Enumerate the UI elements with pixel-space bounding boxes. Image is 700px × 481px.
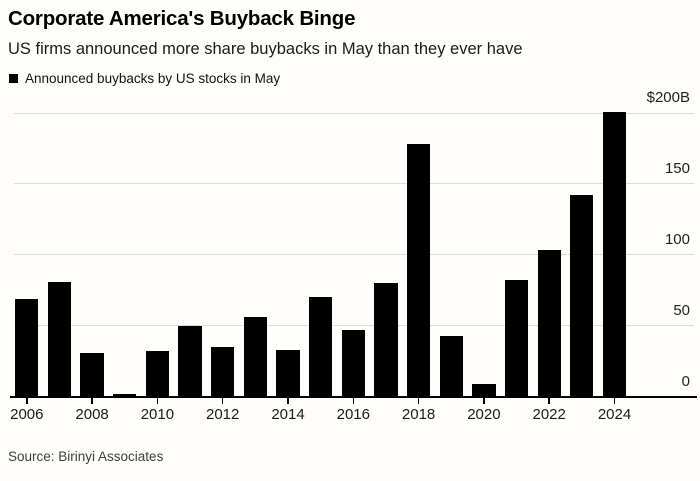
- x-axis-label-2022: 2022: [532, 406, 566, 423]
- x-axis-line: [10, 395, 697, 398]
- x-tick-2022: [548, 397, 550, 404]
- legend-label: Announced buybacks by US stocks in May: [25, 71, 281, 86]
- x-axis-label-2012: 2012: [206, 406, 240, 423]
- bar-2006: [15, 298, 39, 397]
- bar-2009: [113, 393, 137, 397]
- bar-2016: [341, 329, 365, 397]
- bar-2015: [309, 297, 333, 397]
- y-axis-label-150: 150: [664, 159, 690, 177]
- x-axis-label-2014: 2014: [271, 406, 305, 423]
- x-tick-2008: [91, 397, 93, 404]
- x-axis-label-2024: 2024: [597, 406, 632, 423]
- x-tick-2020: [483, 397, 485, 404]
- chart-title: Corporate America's Buyback Binge: [8, 7, 356, 30]
- bar-2024: [602, 111, 627, 397]
- x-axis-label-2016: 2016: [336, 406, 370, 423]
- bar-2023: [570, 195, 594, 397]
- x-tick-2018: [417, 397, 420, 404]
- chart-subtitle: US firms announced more share buybacks i…: [8, 40, 523, 58]
- bar-2010: [145, 351, 170, 397]
- bar-2017: [374, 283, 398, 397]
- bar-2011: [178, 325, 202, 397]
- gridline-50: [14, 325, 694, 327]
- x-axis-label-2020: 2020: [467, 406, 501, 423]
- bar-2007: [47, 281, 72, 397]
- bar-2019: [439, 335, 463, 397]
- x-tick-2006: [26, 397, 28, 404]
- x-axis-label-2006: 2006: [10, 406, 44, 423]
- bar-2021: [504, 280, 529, 397]
- x-axis-label-2010: 2010: [140, 406, 175, 423]
- x-tick-2012: [221, 397, 224, 404]
- source-note: Source: Birinyi Associates: [8, 449, 164, 464]
- bar-2022: [537, 250, 561, 397]
- y-axis-label-200: $200B: [646, 89, 690, 106]
- bar-2018: [406, 144, 431, 397]
- x-axis-label-2018: 2018: [401, 406, 436, 423]
- x-tick-2016: [352, 397, 355, 404]
- y-axis-label-0: 0: [681, 372, 690, 390]
- bar-2008: [80, 352, 104, 397]
- chart-legend: Announced buybacks by US stocks in May: [9, 71, 280, 86]
- y-axis-label-100: 100: [664, 230, 690, 248]
- x-axis-label-2008: 2008: [75, 406, 109, 423]
- bar-2013: [243, 317, 267, 397]
- bar-2020: [472, 383, 496, 397]
- gridline-200: [14, 112, 694, 114]
- bar-2012: [211, 346, 235, 397]
- x-tick-2024: [613, 397, 616, 404]
- bar-2014: [276, 349, 300, 397]
- x-tick-2014: [287, 397, 289, 404]
- legend-swatch-icon: [9, 74, 18, 83]
- y-axis-label-50: 50: [673, 301, 690, 319]
- gridline-100: [14, 254, 694, 256]
- gridline-150: [14, 183, 694, 185]
- x-tick-2010: [156, 397, 159, 404]
